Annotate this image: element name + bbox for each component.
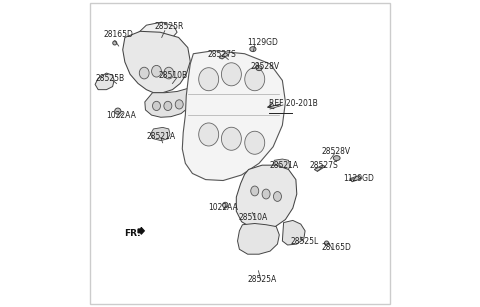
Ellipse shape (139, 67, 149, 79)
Ellipse shape (245, 68, 264, 91)
Text: 1022AA: 1022AA (208, 203, 238, 212)
Ellipse shape (115, 108, 121, 114)
Ellipse shape (164, 101, 172, 111)
Ellipse shape (153, 101, 160, 111)
Ellipse shape (152, 65, 161, 77)
Polygon shape (236, 165, 297, 230)
Text: 1129GD: 1129GD (343, 173, 374, 183)
Ellipse shape (250, 47, 256, 52)
Text: 28525R: 28525R (154, 22, 183, 31)
Text: 28527S: 28527S (208, 50, 237, 59)
Polygon shape (314, 165, 325, 171)
Ellipse shape (113, 41, 117, 45)
Text: 28521A: 28521A (146, 132, 176, 141)
Ellipse shape (333, 156, 340, 161)
Polygon shape (272, 159, 290, 173)
Text: 28528V: 28528V (251, 62, 280, 71)
Ellipse shape (262, 189, 270, 199)
Ellipse shape (256, 66, 262, 71)
Text: 28528V: 28528V (321, 147, 350, 156)
Polygon shape (150, 127, 170, 141)
Text: 28165D: 28165D (103, 30, 133, 39)
Ellipse shape (199, 68, 219, 91)
Text: 28527S: 28527S (309, 161, 338, 170)
Ellipse shape (324, 241, 329, 245)
Ellipse shape (164, 67, 174, 79)
Text: REF 20-201B: REF 20-201B (269, 99, 318, 108)
Text: 1022AA: 1022AA (107, 111, 136, 120)
Polygon shape (219, 53, 228, 59)
Text: 1129GD: 1129GD (248, 37, 278, 47)
Text: 28165D: 28165D (321, 243, 351, 252)
Ellipse shape (223, 202, 228, 208)
Text: FR.: FR. (124, 229, 141, 238)
Polygon shape (238, 223, 279, 254)
Ellipse shape (251, 186, 259, 196)
Polygon shape (282, 220, 305, 245)
Ellipse shape (221, 127, 241, 150)
Ellipse shape (199, 123, 219, 146)
Text: 28510A: 28510A (239, 212, 268, 222)
Polygon shape (123, 31, 190, 93)
Text: 28510B: 28510B (159, 71, 188, 80)
Ellipse shape (245, 131, 264, 154)
Text: 28525L: 28525L (291, 237, 319, 246)
Text: 28525B: 28525B (96, 74, 125, 84)
Polygon shape (350, 176, 361, 182)
FancyArrow shape (138, 227, 144, 234)
Polygon shape (145, 88, 192, 117)
Ellipse shape (221, 63, 241, 86)
Polygon shape (182, 51, 286, 181)
Polygon shape (95, 73, 114, 90)
Polygon shape (134, 22, 177, 40)
Ellipse shape (175, 100, 183, 109)
Text: 28525A: 28525A (248, 275, 277, 284)
Ellipse shape (274, 192, 281, 201)
Text: 28521A: 28521A (269, 161, 298, 170)
